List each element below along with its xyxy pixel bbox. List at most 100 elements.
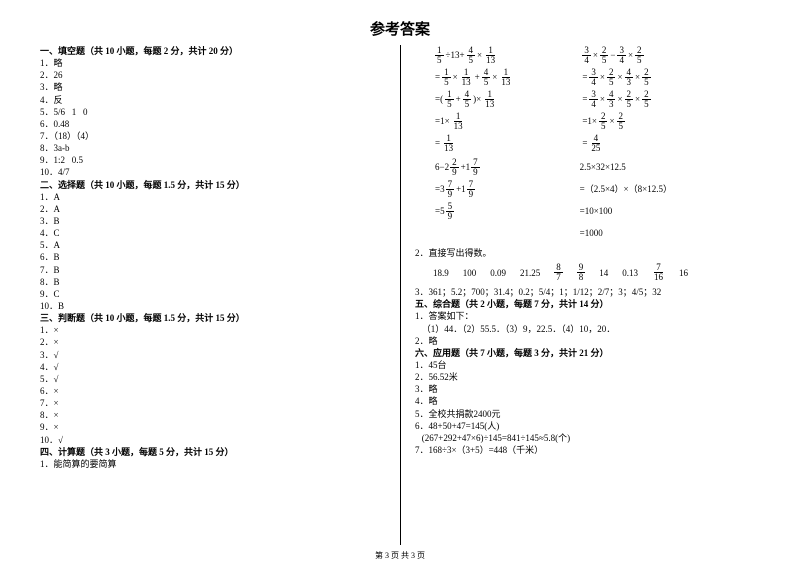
op: × — [600, 71, 605, 83]
frac: 15 — [445, 90, 454, 109]
op: × — [628, 49, 633, 61]
val: 0.09 — [490, 267, 506, 279]
op: × — [635, 71, 640, 83]
frac: 25 — [599, 112, 608, 131]
s1-1: 1．略 — [40, 57, 390, 69]
s3-7: 7．× — [40, 397, 390, 409]
s1-7: 7．（18）（4） — [40, 130, 390, 142]
eqC-l2: =379 +179 — [435, 179, 480, 199]
op: × — [477, 49, 482, 61]
frac: 43 — [607, 90, 616, 109]
left-column: 一、填空题（共 10 小题，每题 2 分，共计 20 分） 1．略 2．26 3… — [40, 45, 400, 545]
frac: 25 — [625, 90, 634, 109]
mixed: +179 — [456, 180, 475, 199]
eqA: 15 ÷13+ 45 × 113 = 15 × 113 + 45 × — [435, 45, 512, 153]
section-5-head: 五、综合题（共 2 小题，每题 7 分，共计 14 分） — [415, 298, 760, 310]
page-root: 参考答案 一、填空题（共 10 小题，每题 2 分，共计 20 分） 1．略 2… — [0, 0, 800, 565]
s2-1: 1．A — [40, 191, 390, 203]
s1-4: 4．反 — [40, 94, 390, 106]
page-footer: 第 3 页 共 3 页 — [0, 550, 800, 561]
section-2-head: 二、选择题（共 10 小题，每题 1.5 分，共计 15 分） — [40, 179, 390, 191]
frac: 45 — [463, 90, 472, 109]
s3-10: 10．√ — [40, 434, 390, 446]
op: × — [453, 71, 458, 83]
s6-7: 7．168÷3×（3+5）=448（千米） — [415, 444, 760, 456]
op: × — [617, 71, 622, 83]
math-block-2: 6−229 +179 =379 +179 =559 2.5×32×12.5 =（… — [415, 157, 760, 243]
eqD-l4: =1000 — [580, 223, 672, 243]
s2-9: 9．C — [40, 288, 390, 300]
val: 14 — [599, 267, 608, 279]
frac: 45 — [467, 46, 476, 65]
s1-10: 10．4/7 — [40, 166, 390, 178]
s2-6: 6．B — [40, 251, 390, 263]
frac: 113 — [499, 68, 512, 87]
pre: = — [435, 71, 440, 83]
s2-10: 10．B — [40, 300, 390, 312]
section-6-head: 六、应用题（共 7 小题，每题 3 分，共计 21 分） — [415, 347, 760, 359]
frac: 113 — [484, 46, 497, 65]
s3-5: 5．√ — [40, 373, 390, 385]
frac: 34 — [617, 46, 626, 65]
q3: 3．361；5.2；700；31.4；0.2；5/4；1；1/12；2/7；3；… — [415, 286, 760, 298]
frac: 716 — [652, 263, 665, 282]
pre: =1× — [435, 115, 450, 127]
eqA-l2: = 15 × 113 + 45 × 113 — [435, 67, 512, 87]
s1-8: 8．3a-b — [40, 142, 390, 154]
s2-7: 7．B — [40, 264, 390, 276]
frac: 25 — [642, 90, 651, 109]
s3-4: 4．√ — [40, 361, 390, 373]
frac: 15 — [442, 68, 451, 87]
eqB: 34 × 25 − 34 × 25 = 34 × 25 × 43 — [582, 45, 650, 153]
val: 21.25 — [520, 267, 540, 279]
pre: = — [582, 71, 587, 83]
s2-5: 5．A — [40, 239, 390, 251]
s3-6: 6．× — [40, 385, 390, 397]
eqA-l1: 15 ÷13+ 45 × 113 — [435, 45, 512, 65]
op: + — [475, 71, 480, 83]
pre: = — [435, 137, 440, 149]
s3-1: 1．× — [40, 324, 390, 336]
s5-1: 1．答案如下： — [415, 310, 760, 322]
s1-9: 9．1:2 0.5 — [40, 154, 390, 166]
op: × — [492, 71, 497, 83]
two-column-layout: 一、填空题（共 10 小题，每题 2 分，共计 20 分） 1．略 2．26 3… — [40, 45, 760, 545]
s6-5: 5．全校共捐款2400元 — [415, 408, 760, 420]
eqB-l2: = 34 × 25 × 43 × 25 — [582, 67, 650, 87]
op: × — [593, 49, 598, 61]
s2-2: 2．A — [40, 203, 390, 215]
op: × — [609, 115, 614, 127]
s5-1b: （1）44．（2）55.5．（3）9，22.5．（4）10，20． — [415, 323, 760, 335]
eqA-l5: = 113 — [435, 133, 512, 153]
frac: 34 — [589, 90, 598, 109]
doc-title: 参考答案 — [40, 18, 760, 39]
s6-4: 4．略 — [415, 395, 760, 407]
eqC-l3: =559 — [435, 201, 480, 221]
frac: 34 — [589, 68, 598, 87]
eqB-l5: = 425 — [582, 133, 650, 153]
mixed: 6−229 — [435, 158, 459, 177]
frac: 25 — [642, 68, 651, 87]
s1-2: 2．26 — [40, 69, 390, 81]
val: 0.13 — [622, 267, 638, 279]
s1-5: 5．5/6 1 0 — [40, 106, 390, 118]
s1-3: 3．略 — [40, 81, 390, 93]
frac: 113 — [483, 90, 496, 109]
eqB-l4: =1× 25 × 25 — [582, 111, 650, 131]
frac: 113 — [460, 68, 473, 87]
s4-1: 1．能简算的要简算 — [40, 458, 390, 470]
s6-3: 3．略 — [415, 383, 760, 395]
eqD-l1: 2.5×32×12.5 — [580, 157, 672, 177]
frac: 87 — [554, 263, 563, 282]
eqB-l1: 34 × 25 − 34 × 25 — [582, 45, 650, 65]
eqB-l3: = 34 × 43 × 25 × 25 — [582, 89, 650, 109]
s3-8: 8．× — [40, 409, 390, 421]
s3-3: 3．√ — [40, 349, 390, 361]
eqA-l3: =( 15 + 45 )× 113 — [435, 89, 512, 109]
s2-3: 3．B — [40, 215, 390, 227]
s5-2: 2．略 — [415, 335, 760, 347]
val: 100 — [463, 267, 477, 279]
op: × — [617, 93, 622, 105]
frac: 98 — [577, 263, 586, 282]
s6-6b: (267+292+47×6)÷145=841÷145≈5.8(个) — [415, 432, 760, 444]
